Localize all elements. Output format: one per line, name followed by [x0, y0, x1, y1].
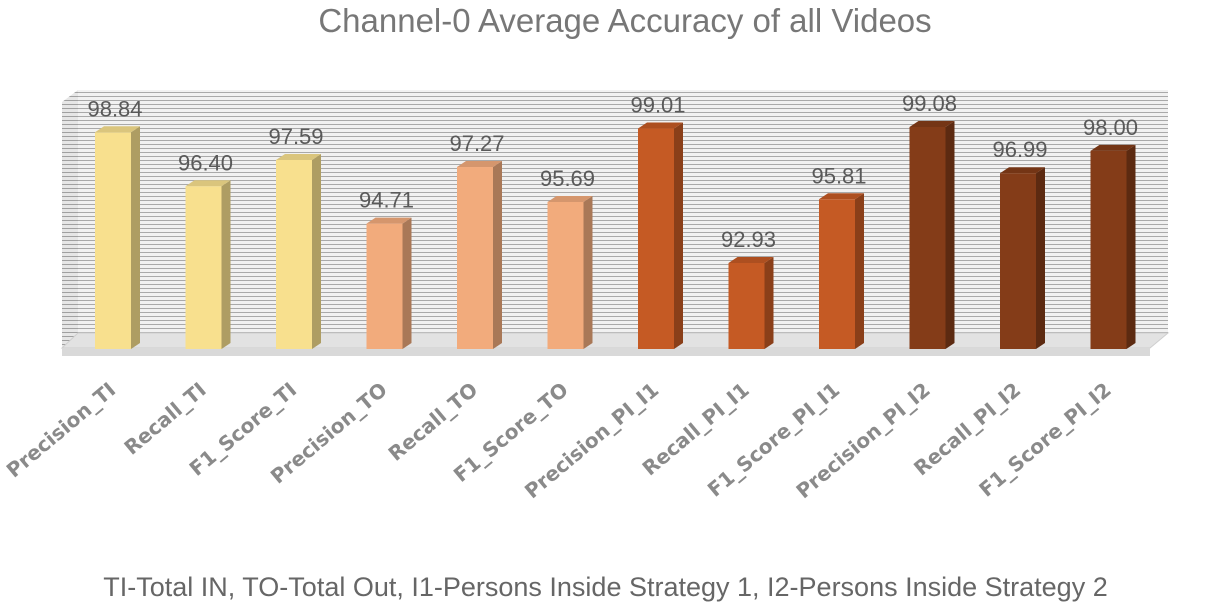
bar-top [547, 195, 593, 202]
data-label: 99.08 [902, 91, 957, 116]
data-label: 98.00 [1083, 115, 1138, 140]
x-tick-label: Recall_TI [119, 377, 210, 459]
footnote: TI-Total IN, TO-Total Out, I1-Persons In… [103, 572, 1108, 602]
bar-side [131, 126, 140, 350]
back-wall [78, 90, 1168, 333]
bar-top [909, 121, 955, 127]
bar-top [638, 122, 683, 129]
bar-Precision_PI_I1 [638, 122, 683, 349]
bar-Recall_TO [457, 161, 502, 349]
data-label: 92.93 [721, 227, 776, 252]
bar-front [457, 167, 493, 349]
bars-group [95, 121, 1136, 350]
side-wall [62, 90, 78, 348]
value-labels-group: 98.84 96.40 97.59 94.71 97.27 95.69 99.01 92.93… [87, 91, 1138, 252]
bar-side [1126, 144, 1136, 349]
chart-title: Channel-0 Average Accuracy of all Videos [318, 2, 932, 39]
bar-top [728, 257, 774, 263]
bar-top [366, 217, 412, 224]
bar-Recall_TI [185, 180, 231, 349]
data-label: 96.99 [992, 137, 1047, 162]
x-tick-label: Precision_TI [2, 377, 121, 482]
bar-front [185, 186, 222, 349]
bar-top [457, 161, 502, 168]
bar-front [1090, 150, 1127, 349]
bar-front [547, 201, 584, 349]
bar-top [276, 153, 321, 160]
bar-F1_Score_TO [547, 195, 593, 349]
bar-front [819, 199, 855, 349]
bar-side [402, 217, 412, 349]
bar-side [674, 122, 683, 349]
bar-side [312, 153, 321, 349]
bar-front [95, 132, 131, 349]
bar-F1_Score_PI_I1 [819, 193, 864, 349]
bar-F1_Score_TI [276, 153, 321, 349]
bar-front [909, 127, 946, 349]
bar-Precision_TI [95, 126, 140, 350]
data-label: 98.84 [87, 96, 142, 121]
bar-side [583, 195, 593, 349]
bar-front [276, 159, 312, 349]
bar-side [764, 257, 774, 349]
floor-edge [62, 348, 1150, 356]
bar-top [95, 126, 140, 133]
data-label: 94.71 [359, 188, 414, 213]
bar-side [945, 121, 955, 349]
bar-front [728, 263, 765, 349]
bar-front [1000, 173, 1036, 349]
bar-top [819, 193, 864, 200]
bar-top [1000, 167, 1045, 174]
bar-front [638, 128, 674, 349]
bar-side [493, 161, 502, 349]
category-labels-group: Precision_TI Recall_TIF1_Score_TIPrecisio… [2, 377, 1116, 503]
data-label: 96.40 [178, 150, 233, 175]
bar-front [366, 223, 403, 349]
bar-Recall_PI_I2 [1000, 167, 1045, 349]
bar-F1_Score_PI_I2 [1090, 144, 1136, 349]
bar-top [1090, 144, 1136, 151]
bar-side [855, 193, 864, 349]
bar-Precision_TO [366, 217, 412, 349]
data-label: 95.69 [540, 166, 595, 191]
data-label: 99.01 [630, 93, 685, 118]
plot-background [60, 90, 1170, 356]
bar-top [185, 180, 231, 187]
bar-Precision_PI_I2 [909, 121, 955, 349]
bar-Recall_PI_I1 [728, 257, 774, 349]
data-label: 97.27 [449, 131, 504, 156]
bar-side [221, 180, 231, 349]
data-label: 97.59 [268, 124, 323, 149]
data-label: 95.81 [811, 163, 866, 188]
bar-side [1036, 167, 1045, 349]
